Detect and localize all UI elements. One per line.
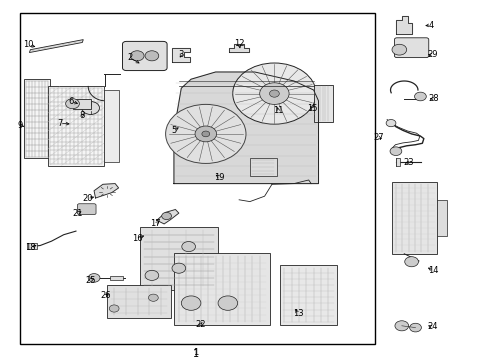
Text: 1: 1 [194, 347, 198, 356]
Circle shape [392, 44, 407, 55]
Circle shape [148, 294, 158, 301]
Bar [140, 227, 218, 290]
Polygon shape [229, 44, 249, 52]
Text: 21: 21 [72, 208, 83, 217]
Polygon shape [172, 48, 190, 62]
Circle shape [181, 296, 201, 310]
Bar [280, 265, 337, 325]
Polygon shape [29, 40, 83, 53]
Text: 9: 9 [18, 121, 23, 130]
Text: 14: 14 [428, 266, 439, 275]
FancyBboxPatch shape [122, 41, 167, 71]
Bar [20, 13, 375, 344]
Text: 15: 15 [307, 104, 318, 113]
Circle shape [172, 263, 186, 273]
Text: 27: 27 [373, 133, 384, 142]
Circle shape [218, 296, 238, 310]
Text: 18: 18 [25, 243, 36, 252]
Text: 10: 10 [23, 40, 34, 49]
Circle shape [405, 257, 418, 267]
Bar [250, 158, 277, 176]
Bar [392, 182, 437, 254]
Polygon shape [94, 184, 119, 198]
Bar [174, 253, 270, 325]
FancyBboxPatch shape [394, 38, 429, 58]
Text: 5: 5 [172, 126, 176, 135]
Bar [73, 99, 91, 109]
Circle shape [395, 321, 409, 331]
Text: 22: 22 [196, 320, 206, 329]
Bar [314, 85, 333, 122]
Text: 11: 11 [273, 106, 284, 115]
Circle shape [270, 90, 279, 97]
Circle shape [202, 131, 210, 137]
Bar [110, 276, 122, 280]
Text: 4: 4 [429, 21, 434, 30]
FancyBboxPatch shape [77, 204, 96, 215]
Circle shape [130, 51, 144, 61]
Text: 24: 24 [427, 322, 438, 331]
Circle shape [415, 92, 426, 101]
Text: 3: 3 [179, 50, 184, 59]
Circle shape [182, 242, 196, 252]
Bar [396, 158, 400, 166]
Circle shape [195, 126, 217, 142]
Circle shape [390, 147, 402, 156]
Bar [27, 243, 37, 249]
Text: 29: 29 [427, 50, 438, 59]
Polygon shape [396, 16, 412, 34]
Text: 2: 2 [127, 53, 132, 62]
Circle shape [82, 102, 99, 114]
Text: 12: 12 [234, 39, 245, 48]
Circle shape [410, 323, 421, 332]
Polygon shape [157, 210, 179, 224]
Circle shape [166, 104, 246, 163]
Bar [104, 90, 119, 162]
Text: 6: 6 [69, 97, 74, 106]
Circle shape [162, 212, 172, 220]
Circle shape [66, 99, 79, 109]
Bar [107, 285, 171, 318]
Text: 19: 19 [214, 172, 225, 181]
Text: 13: 13 [293, 309, 303, 318]
Circle shape [145, 51, 159, 61]
Text: 1: 1 [193, 348, 199, 359]
Circle shape [386, 120, 396, 127]
Text: 28: 28 [428, 94, 439, 103]
Polygon shape [174, 72, 318, 184]
Text: 26: 26 [100, 291, 111, 300]
Circle shape [233, 63, 316, 124]
Circle shape [88, 274, 100, 282]
Circle shape [260, 83, 289, 104]
Text: 7: 7 [57, 118, 62, 127]
Text: 8: 8 [80, 111, 85, 120]
Circle shape [145, 270, 159, 280]
Text: 17: 17 [150, 219, 161, 228]
Bar [24, 79, 50, 158]
Bar [48, 86, 104, 166]
Text: 16: 16 [132, 234, 143, 243]
Text: 23: 23 [404, 158, 415, 167]
Text: 20: 20 [82, 194, 93, 203]
Circle shape [109, 305, 119, 312]
Text: 25: 25 [85, 275, 96, 284]
Bar [437, 200, 447, 236]
